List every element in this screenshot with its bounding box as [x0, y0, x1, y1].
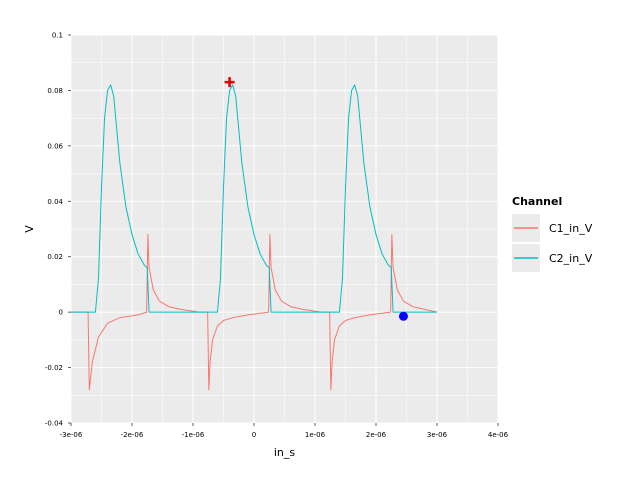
series-layer [71, 84, 438, 391]
x-tick-label: 3e-06 [427, 431, 448, 439]
x-axis-title: in_s [274, 446, 296, 459]
legend-label-c2: C2_in_V [549, 252, 593, 265]
y-tick-label: 0.04 [47, 198, 63, 206]
y-tick-label: 0.1 [52, 32, 63, 40]
x-tick-label: -2e-06 [121, 431, 144, 439]
grid-major [70, 34, 499, 424]
y-tick-label: 0.02 [47, 253, 63, 261]
plus-marker [224, 77, 235, 88]
legend-label-c1: C1_in_V [549, 222, 593, 235]
y-tick-label: -0.04 [45, 420, 64, 428]
x-tick-label: 4e-06 [488, 431, 509, 439]
series-line-C2_in_V [71, 84, 437, 313]
x-tick-label: -1e-06 [182, 431, 205, 439]
x-tick-label: 2e-06 [366, 431, 387, 439]
y-axis: -0.04 -0.02 0 0.02 0.04 0.06 0.08 0.1 [45, 32, 71, 428]
y-tick-label: -0.02 [45, 364, 63, 372]
circle-marker [398, 311, 408, 321]
y-tick-label: 0.08 [47, 87, 63, 95]
series-line-C1_in_V [71, 234, 438, 391]
y-tick-label: 0 [59, 309, 63, 317]
y-tick-label: 0.06 [47, 142, 63, 150]
x-tick-label: -3e-06 [60, 431, 83, 439]
legend: Channel C1_in_V C2_in_V [512, 195, 593, 272]
legend-title: Channel [512, 195, 562, 208]
annotation-layer [224, 77, 408, 321]
x-axis: -3e-06 -2e-06 -1e-06 0 1e-06 2e-06 3e-06 4e-06 [60, 423, 509, 439]
x-tick-label: 1e-06 [305, 431, 326, 439]
grid-minor [71, 35, 498, 423]
y-axis-title: V [23, 225, 36, 233]
x-tick-label: 0 [252, 431, 256, 439]
